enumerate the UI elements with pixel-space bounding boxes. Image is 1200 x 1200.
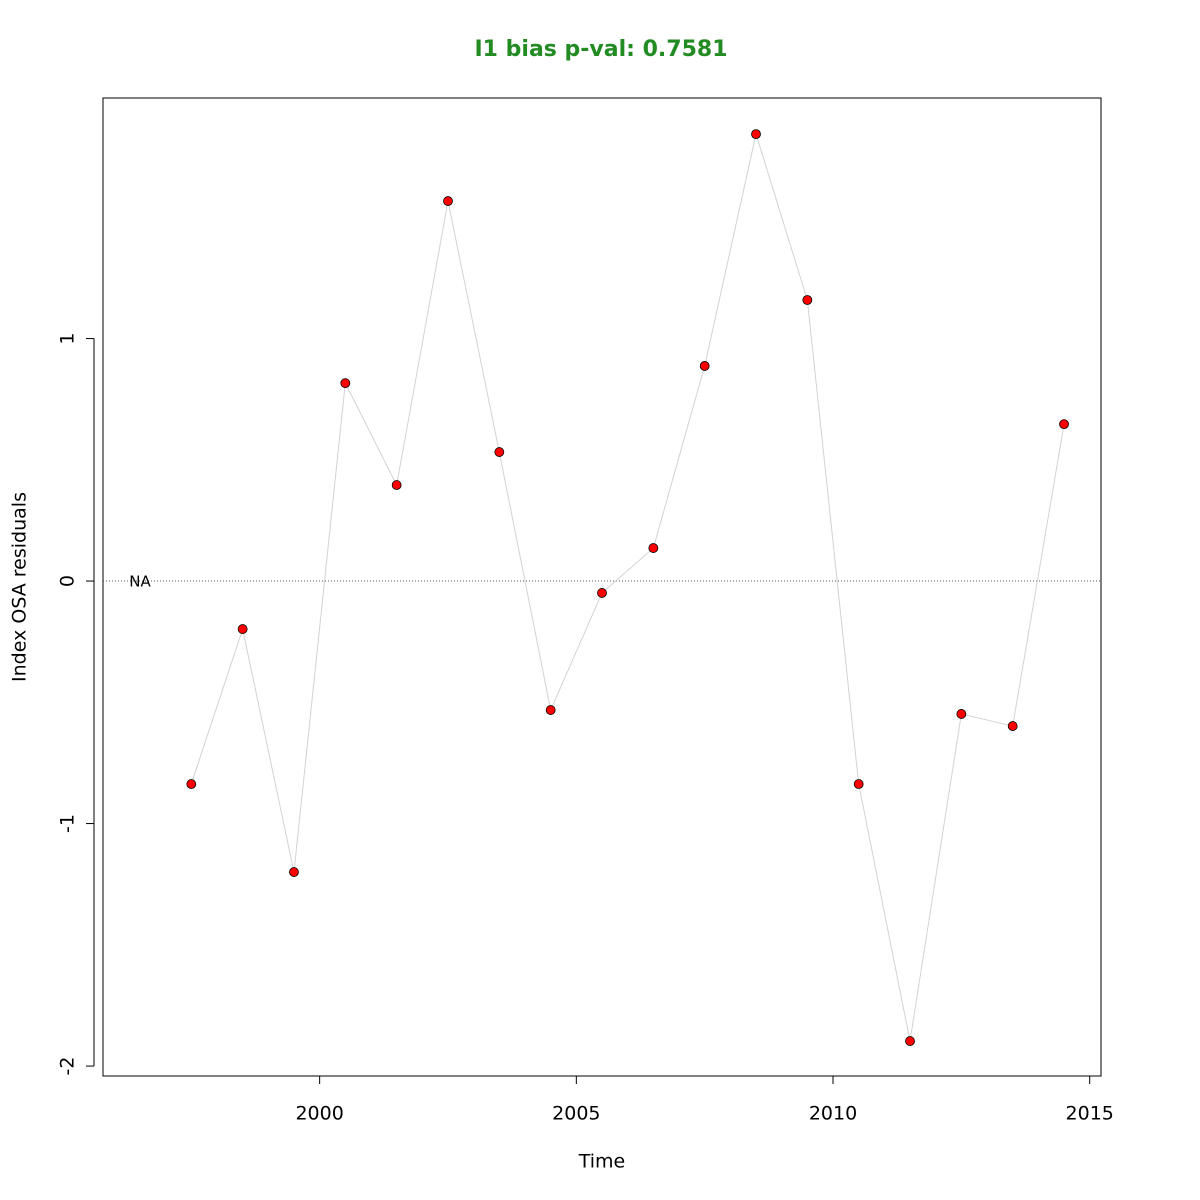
chart-title: I1 bias p-val: 0.7581 xyxy=(475,37,728,62)
data-point xyxy=(391,480,402,490)
data-point xyxy=(443,196,453,206)
data-point xyxy=(956,709,967,719)
annotation: NA xyxy=(129,573,151,591)
x-tick-label: 2000 xyxy=(295,1103,343,1125)
data-point xyxy=(648,543,659,553)
data-point xyxy=(597,588,607,598)
data-point xyxy=(340,378,351,389)
x-tick-label: 2015 xyxy=(1066,1103,1114,1125)
data-point xyxy=(545,705,556,715)
data-point xyxy=(237,624,248,634)
y-tick-label: 0 xyxy=(57,575,79,587)
x-tick-label: 2005 xyxy=(552,1103,600,1125)
y-tick-label: -2 xyxy=(57,1057,79,1076)
y-tick-label: 1 xyxy=(57,333,79,345)
x-axis-label: Time xyxy=(578,1151,626,1173)
series-line xyxy=(190,132,1065,1042)
data-point xyxy=(905,1036,915,1046)
plot-frame xyxy=(102,97,1102,1077)
x-tick-label: 2010 xyxy=(809,1103,857,1125)
data-point xyxy=(751,129,761,140)
data-point xyxy=(289,867,299,877)
data-point xyxy=(494,447,505,457)
data-point xyxy=(802,295,813,305)
y-axis-label: Index OSA residuals xyxy=(9,492,31,682)
data-point xyxy=(1059,419,1069,430)
y-tick-label: -1 xyxy=(57,814,79,833)
data-point xyxy=(699,361,710,371)
data-point xyxy=(186,779,197,789)
data-point xyxy=(1007,721,1018,731)
data-point xyxy=(853,779,864,789)
